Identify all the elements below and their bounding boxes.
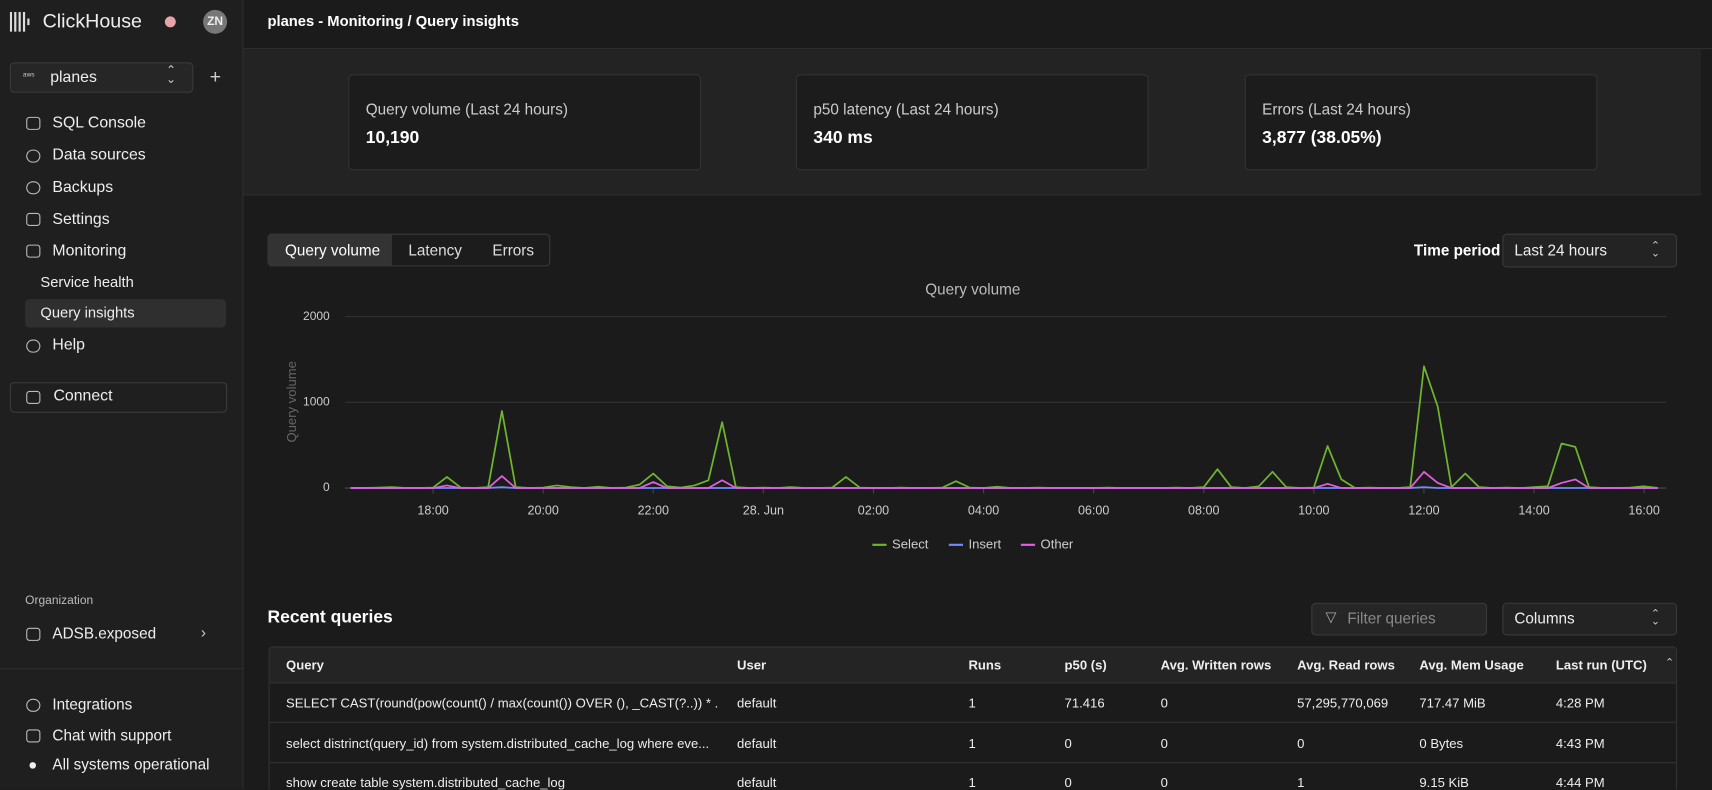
x-tick-label: 04:00 bbox=[968, 503, 999, 517]
series-line bbox=[350, 472, 1657, 488]
y-tick-label: 0 bbox=[323, 480, 330, 494]
x-tick-label: 12:00 bbox=[1408, 503, 1439, 517]
y-axis-label: Query volume bbox=[284, 361, 299, 443]
x-tick-label: 02:00 bbox=[858, 503, 889, 517]
x-tick-label: 10:00 bbox=[1298, 503, 1329, 517]
y-tick-label: 2000 bbox=[303, 309, 330, 323]
legend-label: Select bbox=[892, 536, 929, 551]
x-tick-label: 22:00 bbox=[638, 503, 669, 517]
x-tick-label: 18:00 bbox=[417, 503, 448, 517]
series-line bbox=[350, 366, 1657, 488]
x-tick-label: 28. Jun bbox=[743, 503, 784, 517]
x-tick-label: 20:00 bbox=[527, 503, 558, 517]
x-tick-label: 16:00 bbox=[1628, 503, 1659, 517]
x-tick-label: 08:00 bbox=[1188, 503, 1219, 517]
y-tick-label: 1000 bbox=[303, 395, 330, 409]
legend-label: Insert bbox=[968, 536, 1001, 551]
legend-label: Other bbox=[1041, 536, 1074, 551]
chart-title: Query volume bbox=[925, 281, 1020, 298]
x-tick-label: 06:00 bbox=[1078, 503, 1109, 517]
x-tick-label: 14:00 bbox=[1518, 503, 1549, 517]
